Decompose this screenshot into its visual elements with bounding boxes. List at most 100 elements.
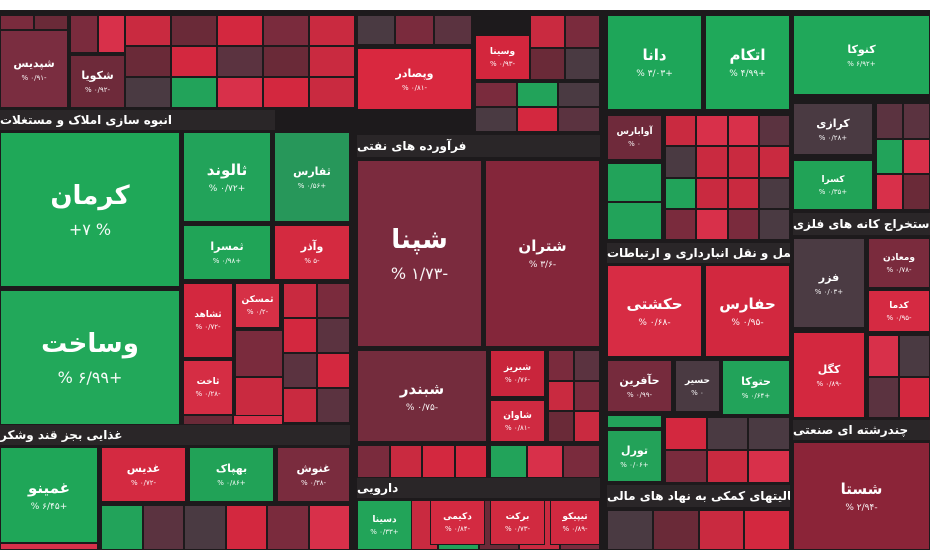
price-change: % ۵- bbox=[304, 257, 320, 265]
stock-tile bbox=[0, 15, 34, 30]
stock-tile: حتوکا % ۰/۶۴+ bbox=[722, 360, 790, 415]
stock-tile bbox=[217, 46, 263, 77]
price-change: % ۰/۸۶+ bbox=[217, 479, 246, 487]
stock-symbol: غنوش bbox=[296, 462, 331, 475]
sector-title: حمل و نقل انبارداری و ارتباطات bbox=[607, 243, 790, 263]
stock-symbol: ثفارس bbox=[293, 164, 331, 178]
stock-symbol: شپنا bbox=[391, 224, 448, 255]
stock-tile bbox=[516, 82, 559, 107]
stock-tile bbox=[665, 146, 697, 178]
stock-tile bbox=[574, 350, 600, 381]
stock-tile bbox=[235, 330, 283, 377]
price-change: % ۳/۶- bbox=[528, 260, 557, 270]
sector-title: انبوه سازی املاک و مستغلات bbox=[0, 110, 275, 130]
price-change: % ۰/۷۲- bbox=[130, 479, 157, 487]
stock-tile bbox=[758, 115, 790, 147]
stock-symbol: ثشاهد bbox=[194, 310, 222, 320]
price-change: % ۰/۸۹- bbox=[562, 525, 588, 533]
price-change: % ۰/۰۳+ bbox=[814, 287, 844, 296]
stock-tile bbox=[899, 376, 930, 418]
stock-tile bbox=[357, 445, 390, 478]
stock-symbol: دسینا bbox=[372, 514, 397, 525]
stock-tile bbox=[876, 138, 903, 175]
stock-symbol: شستا bbox=[840, 479, 883, 498]
stock-tile bbox=[263, 15, 309, 46]
price-change: % ۰/۰۶+ bbox=[620, 460, 649, 469]
price-change: % ۰ bbox=[628, 140, 641, 148]
stock-tile bbox=[899, 335, 930, 377]
price-change: % ۰/۲۸+ bbox=[818, 133, 848, 142]
stock-tile bbox=[758, 208, 790, 240]
stock-tile bbox=[652, 510, 699, 550]
stock-tile: شتران % ۳/۶- bbox=[485, 160, 600, 347]
price-change: % ۰ bbox=[691, 388, 704, 397]
stock-tile: کرازی % ۰/۲۸+ bbox=[793, 103, 873, 155]
stock-tile bbox=[283, 283, 317, 318]
stock-tile bbox=[283, 388, 317, 423]
stock-symbol: شتران bbox=[518, 237, 567, 255]
stock-tile bbox=[727, 115, 759, 147]
stock-tile bbox=[309, 46, 355, 77]
stock-tile bbox=[565, 47, 600, 80]
stock-tile bbox=[758, 146, 790, 178]
stock-tile bbox=[558, 107, 600, 132]
stock-tile bbox=[283, 318, 317, 353]
stock-tile bbox=[903, 103, 930, 139]
stock-symbol: تیپیکو bbox=[562, 512, 588, 522]
price-change: % ۶/۴۵+ bbox=[30, 501, 68, 512]
price-change: +۷ % bbox=[68, 219, 112, 239]
stock-tile: شستا % ۲/۹۴- bbox=[793, 442, 930, 550]
stock-symbol: شاوان bbox=[503, 410, 532, 421]
stock-tile: ثشاهد % ۰/۷۲- bbox=[183, 283, 233, 358]
stock-tile: ثفارس % ۰/۵۶+ bbox=[274, 132, 350, 222]
stock-tile bbox=[34, 15, 68, 30]
stock-symbol: وپصادر bbox=[395, 66, 434, 80]
price-change: % ۰/۳۳+ bbox=[370, 527, 399, 536]
stock-tile bbox=[665, 450, 707, 483]
price-change: % ۰/۸۱- bbox=[401, 83, 428, 92]
stock-tile bbox=[758, 177, 790, 209]
price-change: % ۰/۷۶- bbox=[504, 376, 531, 384]
stock-tile bbox=[389, 445, 422, 478]
stock-symbol: اتکام bbox=[729, 46, 766, 64]
stock-symbol: شکویا bbox=[81, 69, 114, 82]
stock-tile bbox=[696, 177, 728, 209]
stock-tile bbox=[696, 146, 728, 178]
stock-tile bbox=[706, 417, 749, 450]
stock-tile: کگل % ۰/۸۹- bbox=[793, 332, 865, 418]
stock-symbol: شپدیس bbox=[13, 56, 55, 70]
stock-tile: کنوکا % ۶/۹۲+ bbox=[793, 15, 930, 95]
stock-tile bbox=[0, 543, 98, 550]
stock-symbol: حکشتی bbox=[626, 294, 683, 313]
stock-tile bbox=[225, 505, 267, 550]
stock-tile bbox=[607, 163, 662, 202]
stock-symbol: وساخت bbox=[41, 328, 139, 359]
stock-symbol: حتوکا bbox=[741, 375, 771, 388]
stock-symbol: ثالوند bbox=[206, 160, 248, 179]
stock-symbol: تورل bbox=[621, 443, 648, 457]
price-change: % ۶/۹۲+ bbox=[847, 59, 876, 68]
stock-symbol: ثاخت bbox=[196, 377, 220, 387]
stock-tile bbox=[530, 47, 565, 80]
price-change: % ۴/۹۹+ bbox=[729, 69, 766, 79]
stock-tile bbox=[395, 15, 434, 45]
stock-tile bbox=[727, 177, 759, 209]
stock-tile bbox=[316, 283, 350, 318]
stock-tile bbox=[665, 115, 697, 147]
stock-tile bbox=[183, 415, 233, 425]
stock-tile bbox=[548, 380, 574, 412]
stock-tile: وساخت % ۶/۹۹+ bbox=[0, 290, 180, 425]
sector-title: فرآورده های نفتی bbox=[357, 135, 600, 157]
stock-symbol: برکت bbox=[505, 512, 530, 522]
price-change: % ۶/۹۹+ bbox=[57, 367, 123, 387]
stock-tile bbox=[530, 15, 565, 48]
stock-symbol: دکیمی bbox=[443, 512, 472, 522]
stock-tile: دسینا % ۰/۳۳+ bbox=[357, 500, 412, 550]
stock-tile bbox=[142, 505, 184, 550]
stock-tile bbox=[748, 417, 790, 450]
stock-tile: شپدیس % ۰/۹۱- bbox=[0, 30, 68, 108]
stock-tile: غنوش % ۰/۳۸- bbox=[277, 447, 350, 502]
stock-tile: وپصادر % ۰/۸۱- bbox=[357, 48, 472, 110]
sector-title: غذایی بجز قند وشکر bbox=[0, 425, 350, 445]
stock-tile: حکشتی % ۰/۶۸- bbox=[607, 265, 702, 357]
